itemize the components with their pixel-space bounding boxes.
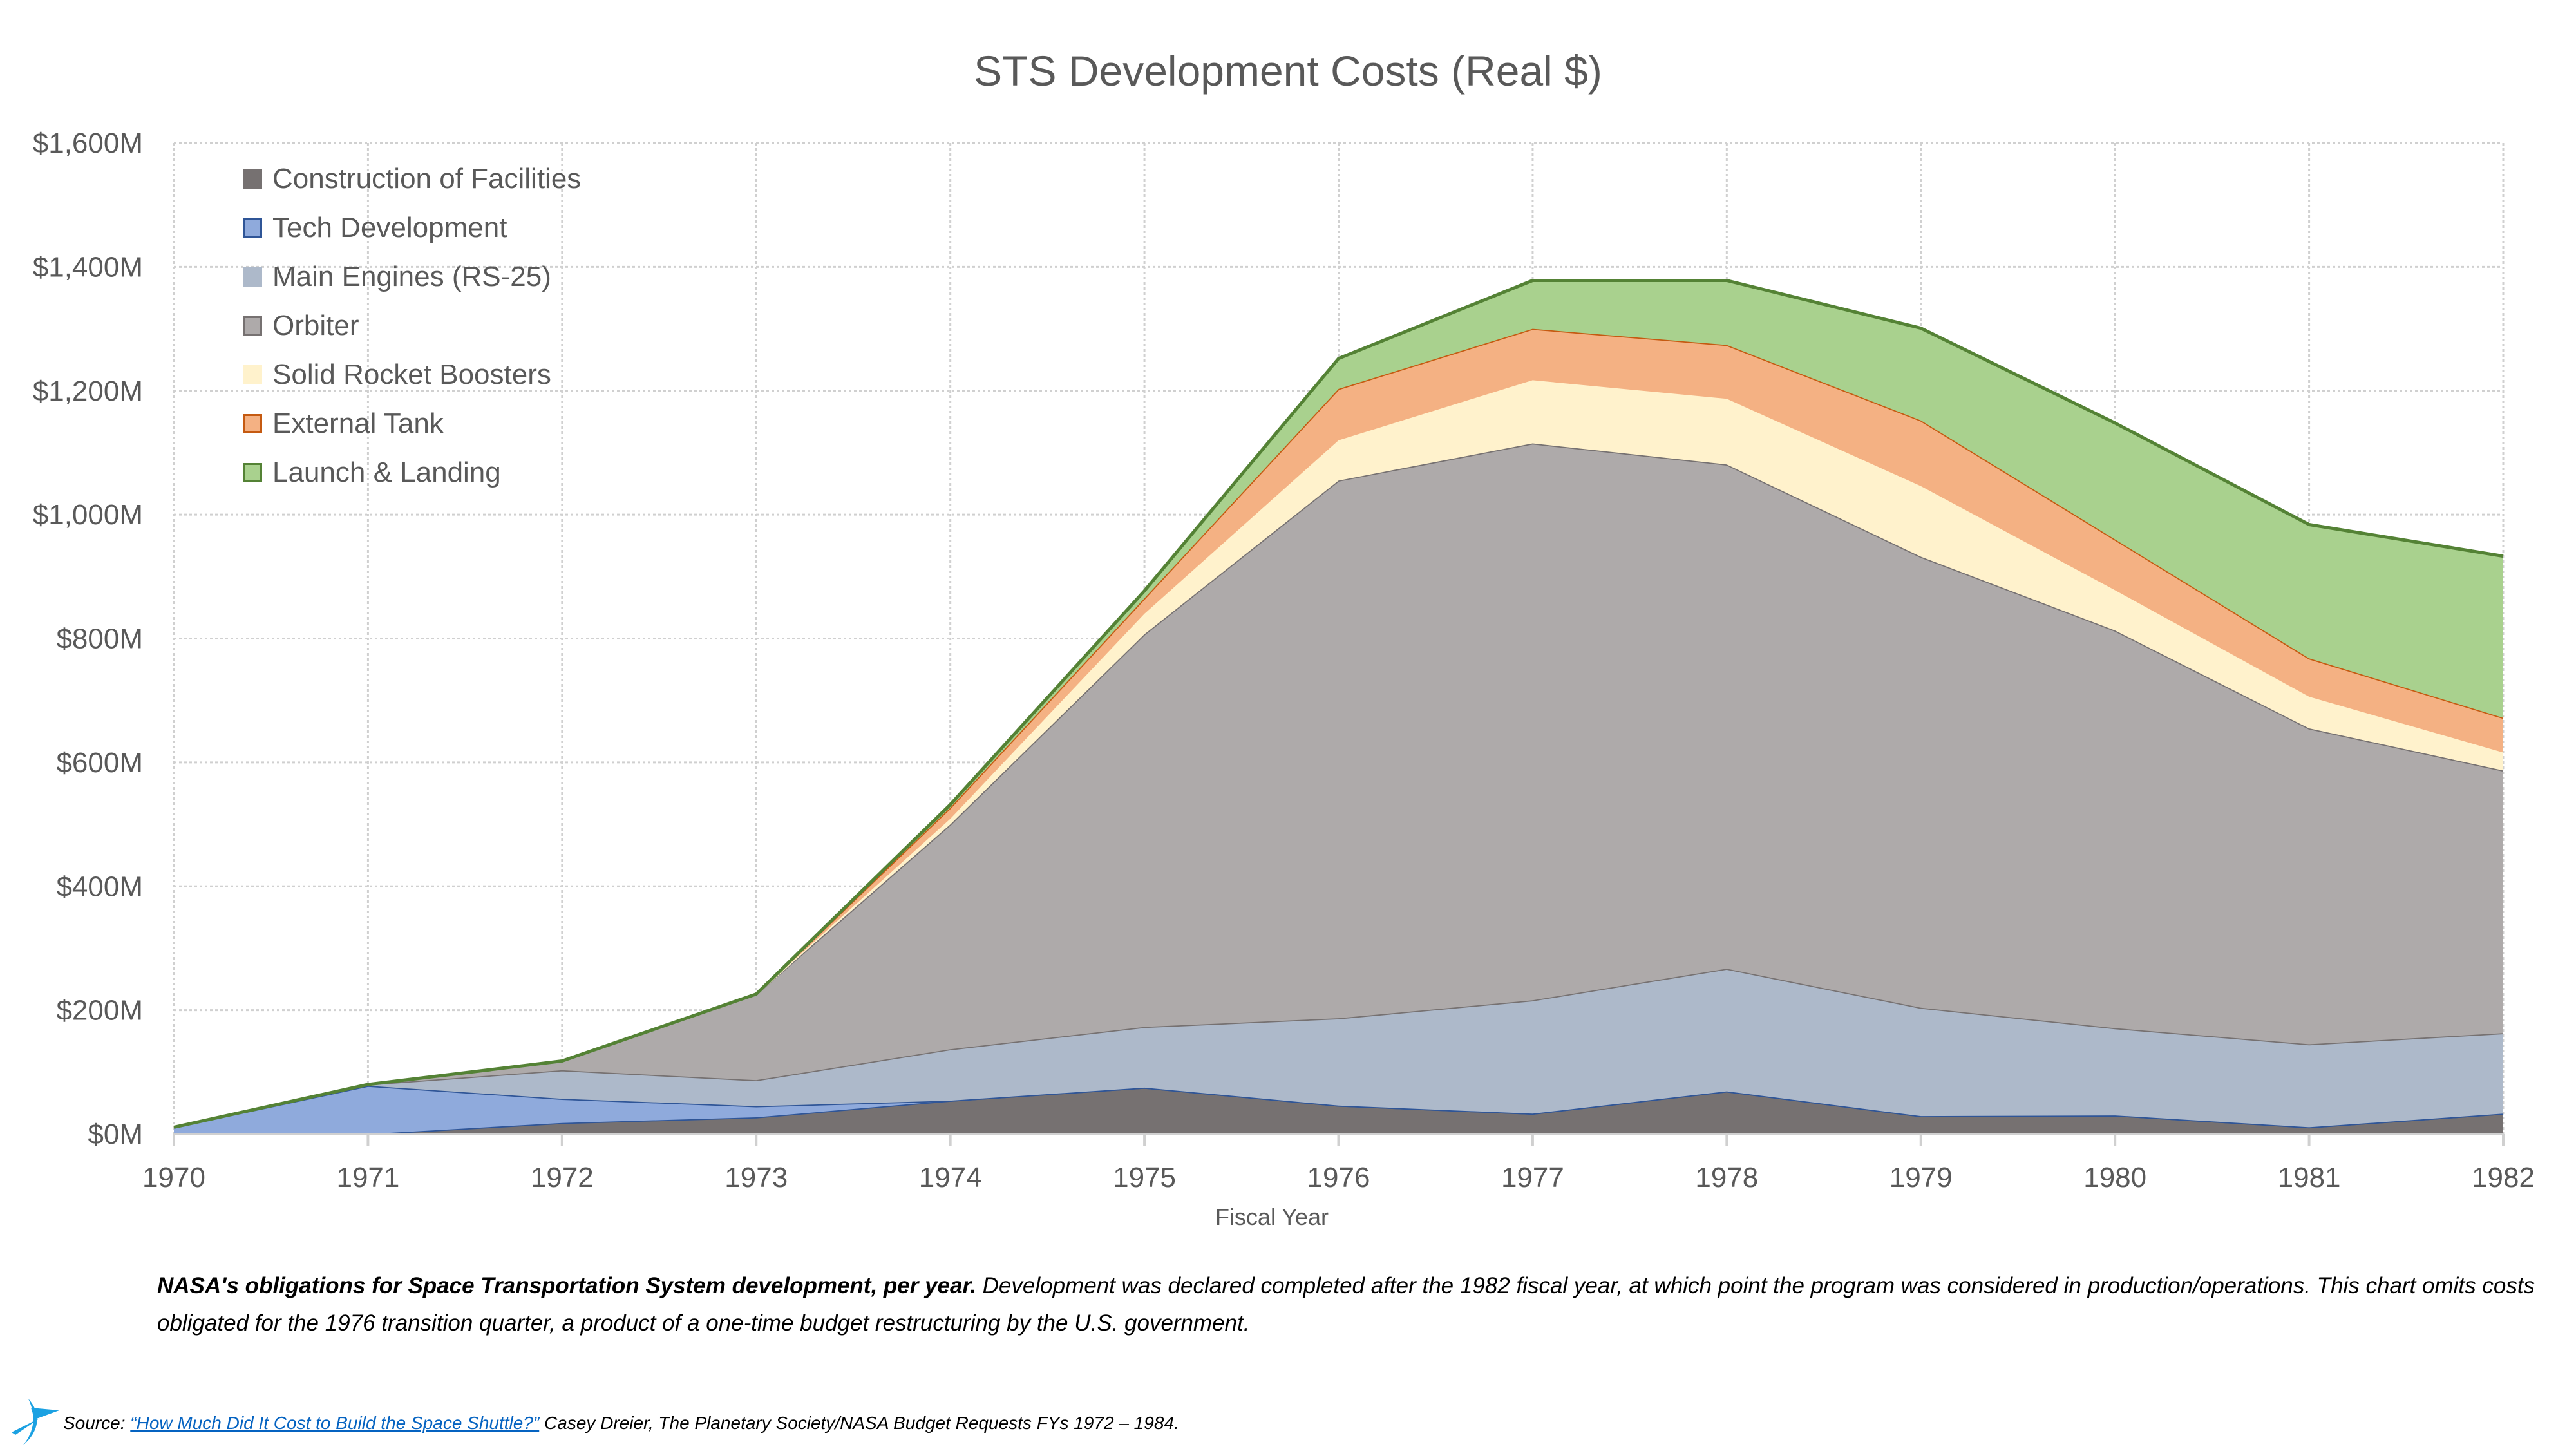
y-tick-label: $1,400M [33,251,143,283]
legend-label: External Tank [272,408,444,439]
y-tick-label: $0M [88,1119,143,1150]
legend-swatch [243,365,262,384]
y-tick-label: $1,000M [33,499,143,531]
chart-caption: NASA's obligations for Space Transportat… [157,1267,2553,1342]
x-tick-label: 1971 [336,1162,399,1193]
y-tick-label: $800M [56,623,143,655]
legend-item-orbiter: Orbiter [243,301,581,350]
legend-swatch [243,414,262,433]
legend-label: Solid Rocket Boosters [272,359,551,390]
source-link[interactable]: “How Much Did It Cost to Build the Space… [130,1413,540,1433]
legend-item-launch-landing: Launch & Landing [243,448,581,497]
legend-swatch [243,169,262,189]
x-tick-label: 1974 [919,1162,982,1193]
x-tick-label: 1978 [1695,1162,1758,1193]
source-prefix: Source: [63,1413,131,1433]
x-axis-title: Fiscal Year [1215,1204,1329,1230]
x-tick-label: 1973 [724,1162,788,1193]
legend-item-main-engines-rs-25: Main Engines (RS-25) [243,252,581,301]
y-tick-label: $1,600M [33,128,143,159]
legend-swatch [243,218,262,238]
stacked-areas [173,279,2504,1135]
legend-label: Orbiter [272,310,359,341]
legend-swatch [243,267,262,287]
y-tick-label: $1,200M [33,375,143,407]
x-tick-label: 1979 [1889,1162,1953,1193]
x-tick-label: 1975 [1113,1162,1176,1193]
x-tick-label: 1977 [1501,1162,1564,1193]
planetary-society-logo-icon [12,1399,59,1445]
x-tick-label: 1982 [2472,1162,2535,1193]
legend: Construction of Facilities Tech Developme… [243,155,581,497]
legend-swatch [243,463,262,482]
x-tick-label: 1970 [142,1162,205,1193]
chart-title: STS Development Costs (Real $) [974,47,1602,95]
legend-item-tech-development: Tech Development [243,204,581,252]
area-construction-of-facilities [174,1087,2503,1134]
x-tick-label: 1976 [1307,1162,1370,1193]
x-tick-label: 1981 [2278,1162,2341,1193]
area-tech-development [174,1086,2503,1134]
legend-label: Main Engines (RS-25) [272,261,551,292]
source-suffix: Casey Dreier, The Planetary Society/NASA… [539,1413,1179,1433]
legend-swatch [243,316,262,336]
legend-label: Tech Development [272,212,507,243]
y-tick-label: $400M [56,871,143,902]
x-tick-label: 1972 [531,1162,594,1193]
y-tick-label: $600M [56,747,143,779]
area-edge-launch-landing [173,279,2504,1129]
legend-label: Construction of Facilities [272,163,582,194]
legend-item-solid-rocket-boosters: Solid Rocket Boosters [243,350,581,399]
legend-item-external-tank: External Tank [243,399,581,448]
area-orbiter [174,443,2503,1128]
caption-text: Development was declared completed after… [157,1273,2535,1336]
caption-bold: NASA's obligations for Space Transportat… [157,1273,976,1298]
legend-item-construction-of-facilities: Construction of Facilities [243,155,581,204]
y-tick-label: $200M [56,995,143,1027]
legend-label: Launch & Landing [272,457,501,488]
axes: $0M $200M $400M $600M $800M $1,000M $1,200M $1,… [33,128,2535,1193]
source-citation: Source: “How Much Did It Cost to Build t… [63,1413,1179,1434]
x-tick-label: 1980 [2083,1162,2146,1193]
